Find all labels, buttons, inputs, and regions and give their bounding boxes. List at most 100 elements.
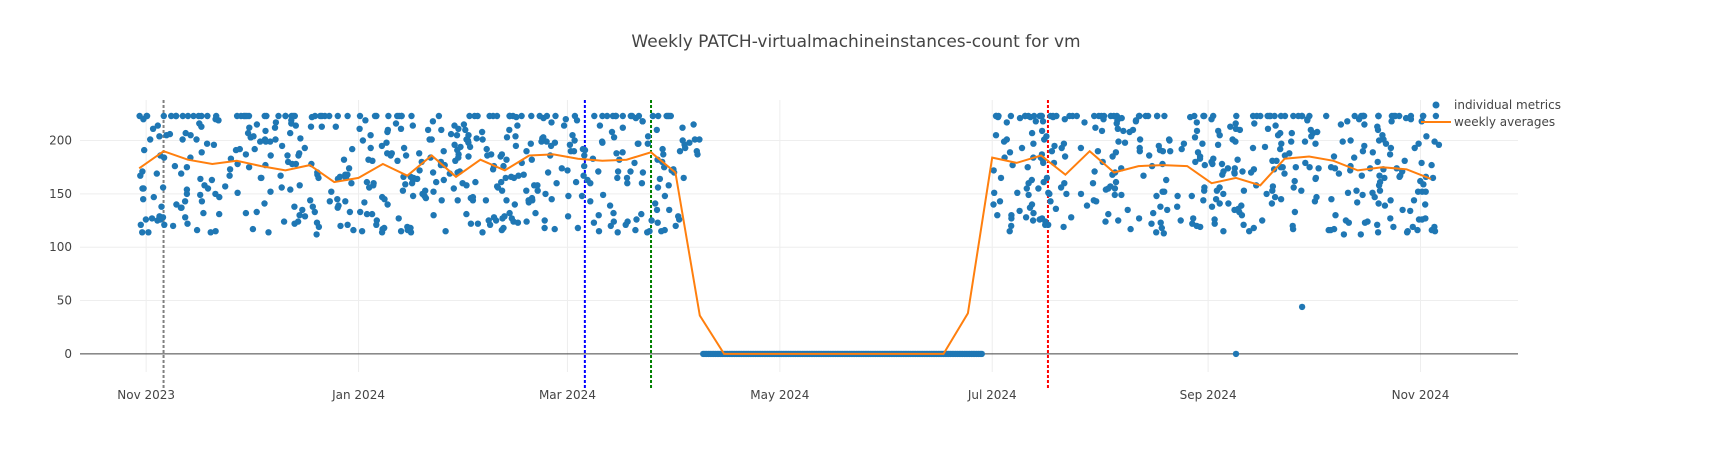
data-point[interactable] (1024, 164, 1031, 171)
legend-marker-individual[interactable] (1432, 101, 1440, 109)
data-point[interactable] (1028, 129, 1036, 137)
data-point[interactable] (454, 197, 461, 204)
data-point[interactable] (1093, 198, 1100, 205)
data-point[interactable] (1040, 159, 1047, 167)
data-point[interactable] (547, 142, 555, 150)
data-point[interactable] (169, 222, 177, 230)
data-point[interactable] (503, 197, 510, 204)
data-point[interactable] (184, 112, 192, 120)
data-point[interactable] (253, 208, 260, 216)
data-point[interactable] (1358, 112, 1365, 120)
data-point[interactable] (991, 189, 998, 196)
data-point[interactable] (513, 113, 520, 121)
data-point[interactable] (216, 210, 223, 218)
data-point[interactable] (560, 122, 568, 129)
data-point[interactable] (465, 153, 472, 160)
data-point[interactable] (145, 229, 152, 236)
data-point[interactable] (1043, 133, 1050, 140)
data-point[interactable] (251, 145, 258, 153)
data-point[interactable] (267, 138, 274, 145)
data-point[interactable] (1369, 189, 1376, 196)
data-point[interactable] (1009, 161, 1016, 169)
data-point[interactable] (558, 165, 565, 172)
data-point[interactable] (159, 184, 167, 191)
data-point[interactable] (1006, 228, 1013, 235)
data-point[interactable] (362, 117, 369, 124)
data-point[interactable] (154, 122, 161, 129)
data-point[interactable] (1220, 168, 1227, 175)
data-point[interactable] (1381, 174, 1388, 182)
data-point[interactable] (1399, 206, 1406, 214)
data-point[interactable] (610, 134, 618, 141)
data-point[interactable] (1251, 120, 1258, 127)
data-point[interactable] (1063, 190, 1070, 198)
data-point[interactable] (173, 201, 180, 208)
data-point[interactable] (1290, 184, 1297, 191)
data-point[interactable] (1369, 149, 1377, 156)
data-point[interactable] (1238, 212, 1246, 219)
data-point[interactable] (1200, 197, 1207, 204)
data-point[interactable] (493, 183, 501, 190)
data-point[interactable] (1148, 220, 1155, 227)
data-point[interactable] (632, 226, 639, 234)
data-point[interactable] (1057, 184, 1065, 191)
data-point[interactable] (453, 132, 461, 139)
data-point[interactable] (1153, 229, 1160, 236)
data-point[interactable] (543, 112, 551, 120)
data-point[interactable] (992, 112, 1000, 120)
data-point[interactable] (527, 140, 534, 147)
data-point[interactable] (287, 129, 294, 137)
data-point[interactable] (1153, 192, 1160, 200)
data-point[interactable] (203, 140, 211, 147)
data-point[interactable] (606, 202, 614, 209)
data-point[interactable] (346, 208, 354, 216)
data-point[interactable] (500, 162, 507, 170)
data-point[interactable] (474, 220, 482, 227)
data-point[interactable] (210, 141, 218, 148)
data-point[interactable] (635, 112, 643, 120)
data-point[interactable] (313, 231, 320, 238)
data-point[interactable] (361, 199, 368, 206)
data-point[interactable] (278, 184, 285, 191)
data-point[interactable] (1016, 114, 1024, 122)
data-point[interactable] (1240, 221, 1247, 228)
data-point[interactable] (156, 133, 163, 140)
data-point[interactable] (1277, 112, 1285, 120)
data-point[interactable] (171, 162, 179, 170)
data-point[interactable] (416, 150, 423, 157)
data-point[interactable] (1298, 303, 1306, 311)
data-point[interactable] (482, 197, 490, 204)
data-point[interactable] (553, 180, 560, 187)
data-point[interactable] (1246, 228, 1253, 235)
data-point[interactable] (168, 112, 175, 120)
data-point[interactable] (512, 133, 519, 140)
data-point[interactable] (1358, 172, 1366, 179)
data-point[interactable] (1115, 138, 1122, 145)
data-point[interactable] (438, 197, 445, 204)
data-point[interactable] (356, 125, 363, 132)
data-point[interactable] (1030, 112, 1038, 120)
data-point[interactable] (469, 193, 477, 201)
data-point[interactable] (511, 201, 518, 208)
data-point[interactable] (1402, 114, 1410, 122)
data-point[interactable] (1039, 118, 1047, 125)
data-point[interactable] (1344, 189, 1352, 196)
data-point[interactable] (1376, 172, 1383, 179)
data-point[interactable] (1028, 176, 1036, 184)
data-point[interactable] (1142, 112, 1149, 120)
data-point[interactable] (1376, 187, 1384, 194)
data-point[interactable] (328, 188, 335, 195)
data-point[interactable] (1420, 181, 1427, 188)
data-point[interactable] (222, 183, 229, 190)
data-point[interactable] (451, 141, 458, 148)
data-point[interactable] (992, 132, 1000, 139)
data-point[interactable] (363, 178, 371, 186)
data-point[interactable] (1418, 159, 1425, 167)
data-point[interactable] (619, 124, 626, 131)
data-point[interactable] (311, 208, 318, 216)
data-point[interactable] (463, 136, 470, 143)
data-point[interactable] (1140, 172, 1147, 179)
data-point[interactable] (1135, 215, 1143, 222)
data-point[interactable] (140, 196, 147, 203)
data-point[interactable] (1177, 217, 1184, 224)
